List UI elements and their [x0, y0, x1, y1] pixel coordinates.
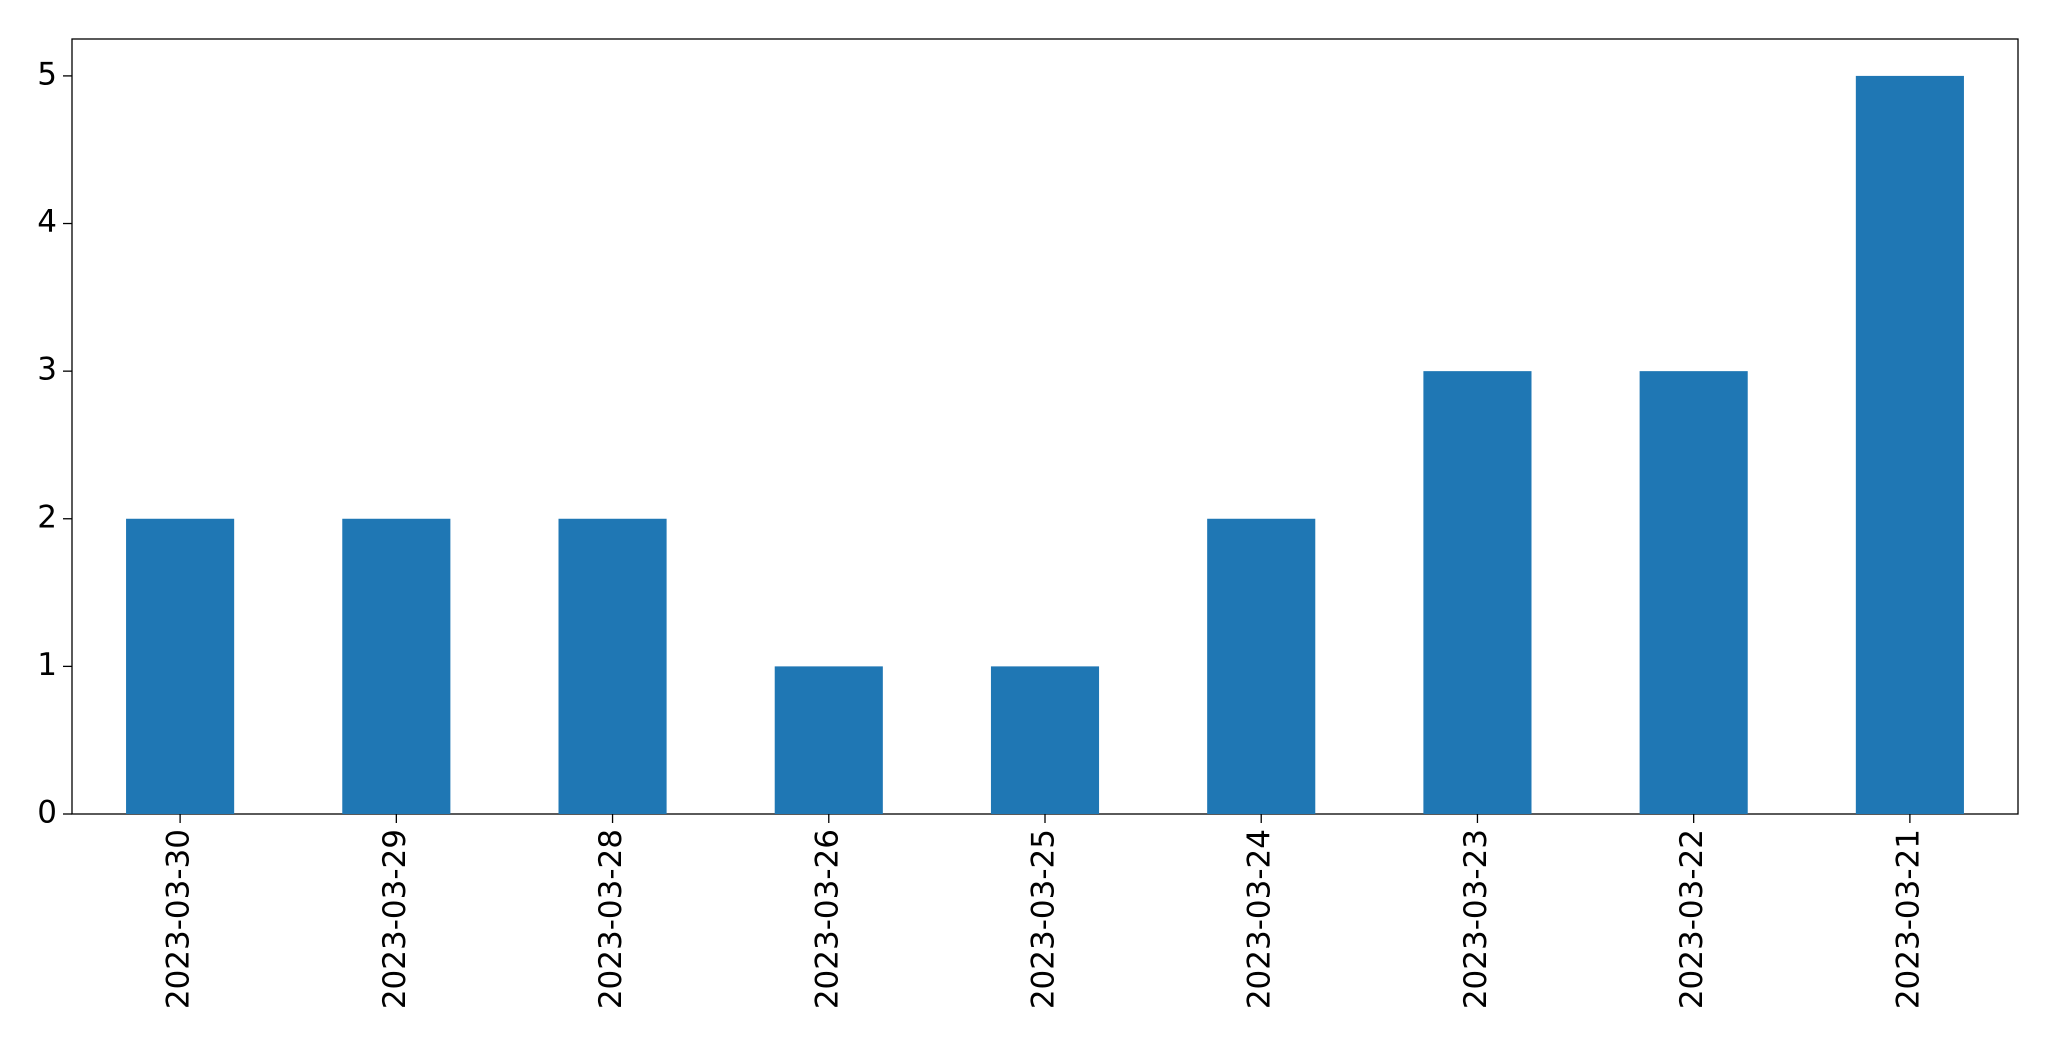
bar: [990, 666, 1100, 814]
x-tick-label: 2023-03-23: [1458, 829, 1494, 1009]
x-tick-label: 2023-03-26: [809, 829, 845, 1009]
bar: [774, 666, 883, 814]
x-tick-label: 2023-03-28: [593, 829, 629, 1009]
y-tick-label: 5: [37, 56, 57, 92]
x-tick-label: 2023-03-29: [377, 829, 413, 1009]
bar: [1207, 518, 1316, 814]
y-tick-label: 1: [37, 647, 57, 683]
y-tick-label: 4: [37, 204, 57, 240]
y-tick-label: 3: [37, 352, 57, 388]
x-tick-label: 2023-03-24: [1242, 829, 1278, 1009]
bar: [342, 518, 451, 814]
x-tick-label: 2023-03-21: [1890, 829, 1926, 1009]
x-tick-label: 2023-03-25: [1026, 829, 1062, 1009]
x-tick-label: 2023-03-30: [161, 829, 197, 1009]
bar: [126, 518, 235, 814]
bar: [558, 518, 667, 814]
x-tick-label: 2023-03-22: [1674, 829, 1710, 1009]
bar: [1855, 75, 1964, 814]
y-tick-label: 2: [37, 499, 57, 535]
bar: [1639, 371, 1748, 814]
y-tick-label: 0: [37, 795, 57, 831]
bar: [1423, 371, 1532, 814]
